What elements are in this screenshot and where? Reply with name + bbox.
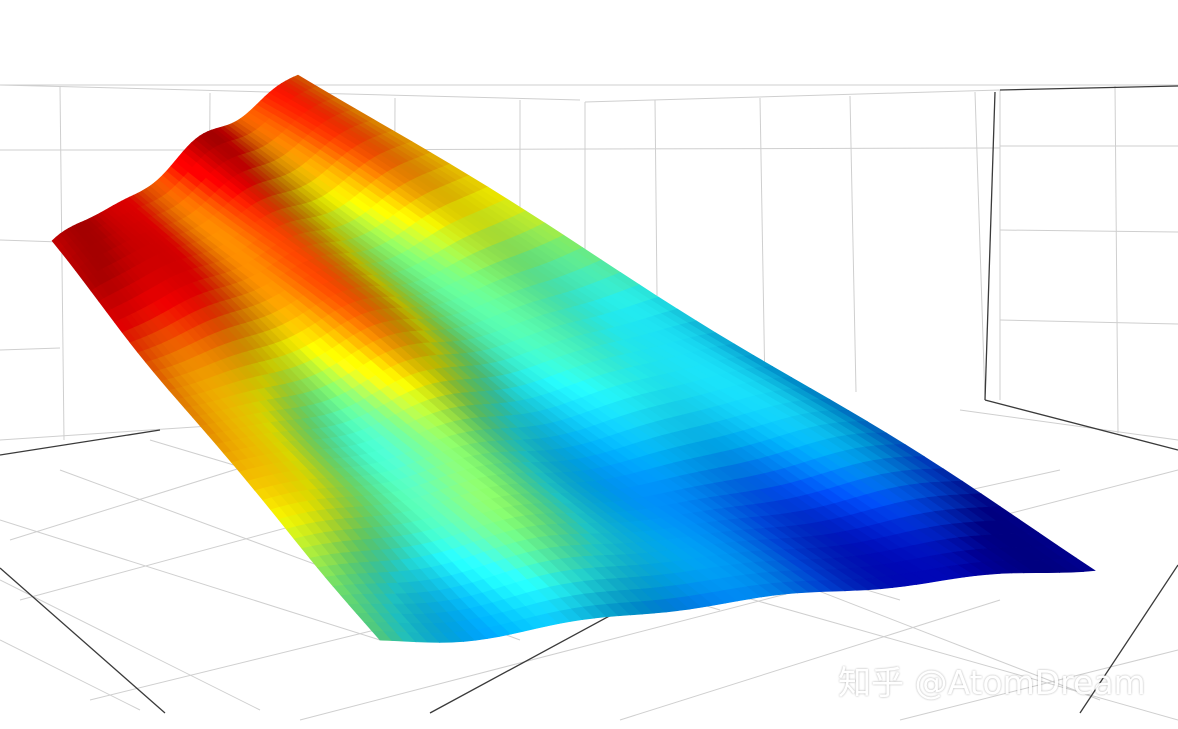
grid-line	[974, 91, 986, 401]
grid-line	[759, 97, 766, 391]
grid-line	[619, 599, 1001, 721]
grid-line	[999, 229, 1178, 233]
grid-line	[0, 347, 61, 351]
grid-line	[0, 519, 381, 641]
grid-line	[299, 579, 841, 721]
grid-line	[899, 649, 1178, 721]
grid-line	[584, 89, 1001, 103]
axis-edge	[999, 85, 1178, 91]
surface-patch	[1063, 557, 1096, 572]
grid-line	[59, 85, 65, 441]
surface-mesh	[51, 74, 1096, 643]
axis-edge	[984, 399, 1178, 451]
grid-line	[1114, 85, 1119, 434]
axis-edge	[1079, 564, 1178, 714]
grid-line	[999, 319, 1178, 325]
grid-line	[0, 239, 61, 243]
axis-edge	[0, 567, 166, 714]
axis-edge	[984, 91, 996, 401]
grid-line	[959, 409, 1178, 441]
axes-box	[0, 84, 1178, 721]
grid-line	[0, 639, 141, 711]
watermark-text: 知乎 @AtomDream	[838, 663, 1146, 702]
grid-line	[849, 95, 857, 393]
grid-line	[0, 579, 261, 711]
axis-edge	[0, 429, 161, 456]
